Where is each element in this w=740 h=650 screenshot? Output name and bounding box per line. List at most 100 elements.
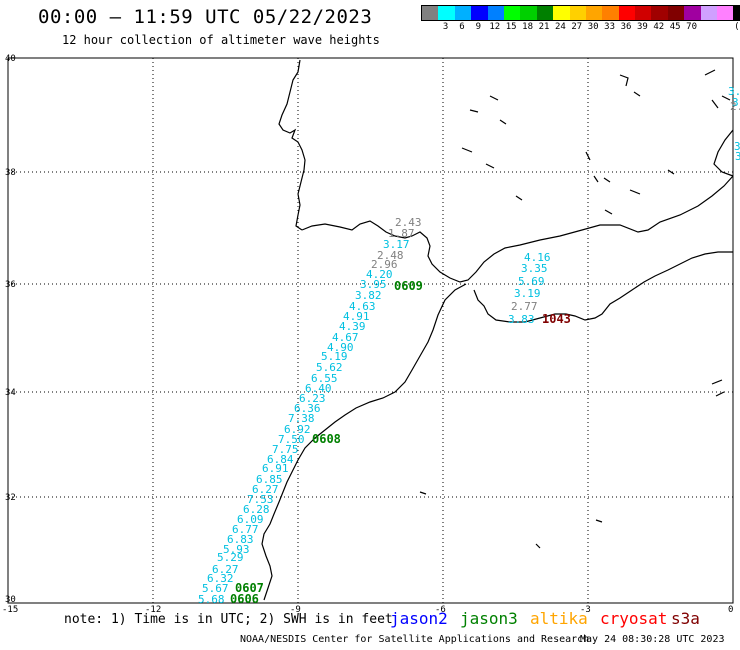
wave-height-label: 3.95 <box>360 278 387 291</box>
lon-tick-label: -3 <box>580 605 591 615</box>
pass-time-label: 0607 <box>235 581 264 595</box>
wave-height-label: 2.77 <box>511 300 538 313</box>
wave-height-label: 4.20 <box>366 268 393 281</box>
wave-height-label: 7.53 <box>247 493 274 506</box>
lon-tick-label: -9 <box>290 605 301 615</box>
legend-swatch <box>700 6 718 20</box>
satellite-name-jason3: jason3 <box>460 609 518 628</box>
wave-height-label: 3.35 <box>521 262 548 275</box>
legend-label: 70 <box>686 22 698 32</box>
lat-tick-label: 30 <box>5 595 16 605</box>
wave-height-label: 7.50 <box>278 433 305 446</box>
satellite-name-s3a: s3a <box>671 609 700 628</box>
wave-height-label: 6.91 <box>262 462 289 475</box>
coastline-portugal <box>278 59 306 231</box>
wave-height-label: 6.84 <box>267 453 294 466</box>
legend-label: 12 <box>489 22 501 32</box>
coastline-algarve <box>301 175 734 283</box>
wave-height-label: 6.32 <box>207 572 234 585</box>
map-grid <box>8 58 733 603</box>
lat-tick-label: 32 <box>5 493 16 503</box>
legend-label: 39 <box>636 22 648 32</box>
legend-label: 9 <box>475 22 482 32</box>
coastline-north-africa <box>473 251 733 323</box>
page-subtitle: 12 hour collection of altimeter wave hei… <box>62 33 380 47</box>
legend-label: 30 <box>587 22 599 32</box>
credit-text: NOAA/NESDIS Center for Satellite Applica… <box>240 634 590 645</box>
legend-swatch <box>503 6 521 20</box>
wave-height-label: 5.93 <box>223 543 250 556</box>
wave-height-label: 6.23 <box>299 392 326 405</box>
wave-height-label: 5.29 <box>217 551 244 564</box>
wave-height-label: 7.38 <box>288 412 315 425</box>
legend-label: 15 <box>505 22 517 32</box>
lat-tick-label: 40 <box>5 54 16 64</box>
wave-height-label: 4.90 <box>327 341 354 354</box>
legend-label: 18 <box>522 22 534 32</box>
pass-time-label: 0608 <box>312 432 341 446</box>
coastlines <box>261 59 734 601</box>
wave-height-label: 4.63 <box>349 300 376 313</box>
wave-height-label: 3.19 <box>514 287 541 300</box>
wave-height-label: 5.69 <box>518 275 545 288</box>
lon-tick-label: -15 <box>2 605 18 615</box>
legend-swatch <box>602 6 619 20</box>
satellite-name-cryosat: cryosat <box>600 609 668 628</box>
wave-height-label: 2.48 <box>377 249 404 262</box>
satellite-name-altika: altika <box>530 609 588 628</box>
wave-height-label: 2.43 <box>395 216 422 229</box>
legend-label: 24 <box>554 22 566 32</box>
wave-height-label: 6.36 <box>294 402 321 415</box>
wave-height-label: 6.28 <box>243 503 270 516</box>
legend-swatch <box>717 6 734 20</box>
legend-swatch <box>422 6 439 20</box>
legend-swatch <box>520 6 537 20</box>
legend-swatch <box>569 6 586 20</box>
lat-tick-label: 34 <box>5 388 16 398</box>
wave-height-label: 6.40 <box>305 382 332 395</box>
wave-height-label: 5.62 <box>316 361 343 374</box>
legend-label: 36 <box>620 22 632 32</box>
lon-tick-label: 0 <box>728 605 733 615</box>
coastline-islands <box>419 69 731 549</box>
wave-height-label: 3.17 <box>383 238 410 251</box>
coastline-iberia-east <box>713 129 734 177</box>
wave-height-label: 4.67 <box>332 331 359 344</box>
pass-time-label: 0609 <box>394 279 423 293</box>
pass-time-label: 0606 <box>230 592 259 606</box>
wave-height-label: 4.39 <box>339 320 366 333</box>
wave-height-label: 6.83 <box>227 533 254 546</box>
legend-label: 21 <box>538 22 550 32</box>
legend-unit: (ft) <box>734 22 740 32</box>
wave-height-label: 5.19 <box>321 350 348 363</box>
wave-height-label: 3 <box>735 150 740 163</box>
legend-label: 3 <box>442 22 449 32</box>
pass-time-label: 1043 <box>542 312 571 326</box>
page-title: 00:00 – 11:59 UTC 05/22/2023 <box>38 6 373 28</box>
legend-label: 33 <box>604 22 616 32</box>
wave-height-label: 5.68 <box>198 593 225 606</box>
legend-swatch <box>733 6 740 20</box>
legend-label: 27 <box>571 22 583 32</box>
lat-tick-label: 36 <box>5 280 16 290</box>
legend-swatch <box>618 6 636 20</box>
map-frame <box>7 57 734 604</box>
timestamp-text: May 24 08:30:28 UTC 2023 <box>580 634 725 645</box>
legend-swatch <box>471 6 488 20</box>
wave-height-label: 6.55 <box>311 372 338 385</box>
lon-tick-label: -6 <box>435 605 446 615</box>
legend-swatch <box>553 6 570 20</box>
legend-label: 45 <box>669 22 681 32</box>
wave-height-label: 3. <box>732 96 740 109</box>
legend-swatch <box>536 6 554 20</box>
wave-height-label: 6.85 <box>256 473 283 486</box>
lon-tick-label: -12 <box>145 605 161 615</box>
coastline-morocco <box>261 283 467 601</box>
wave-height-label: 3.83 <box>508 313 535 326</box>
legend-swatch <box>667 6 685 20</box>
wave-height-label: 1.87 <box>388 227 415 240</box>
